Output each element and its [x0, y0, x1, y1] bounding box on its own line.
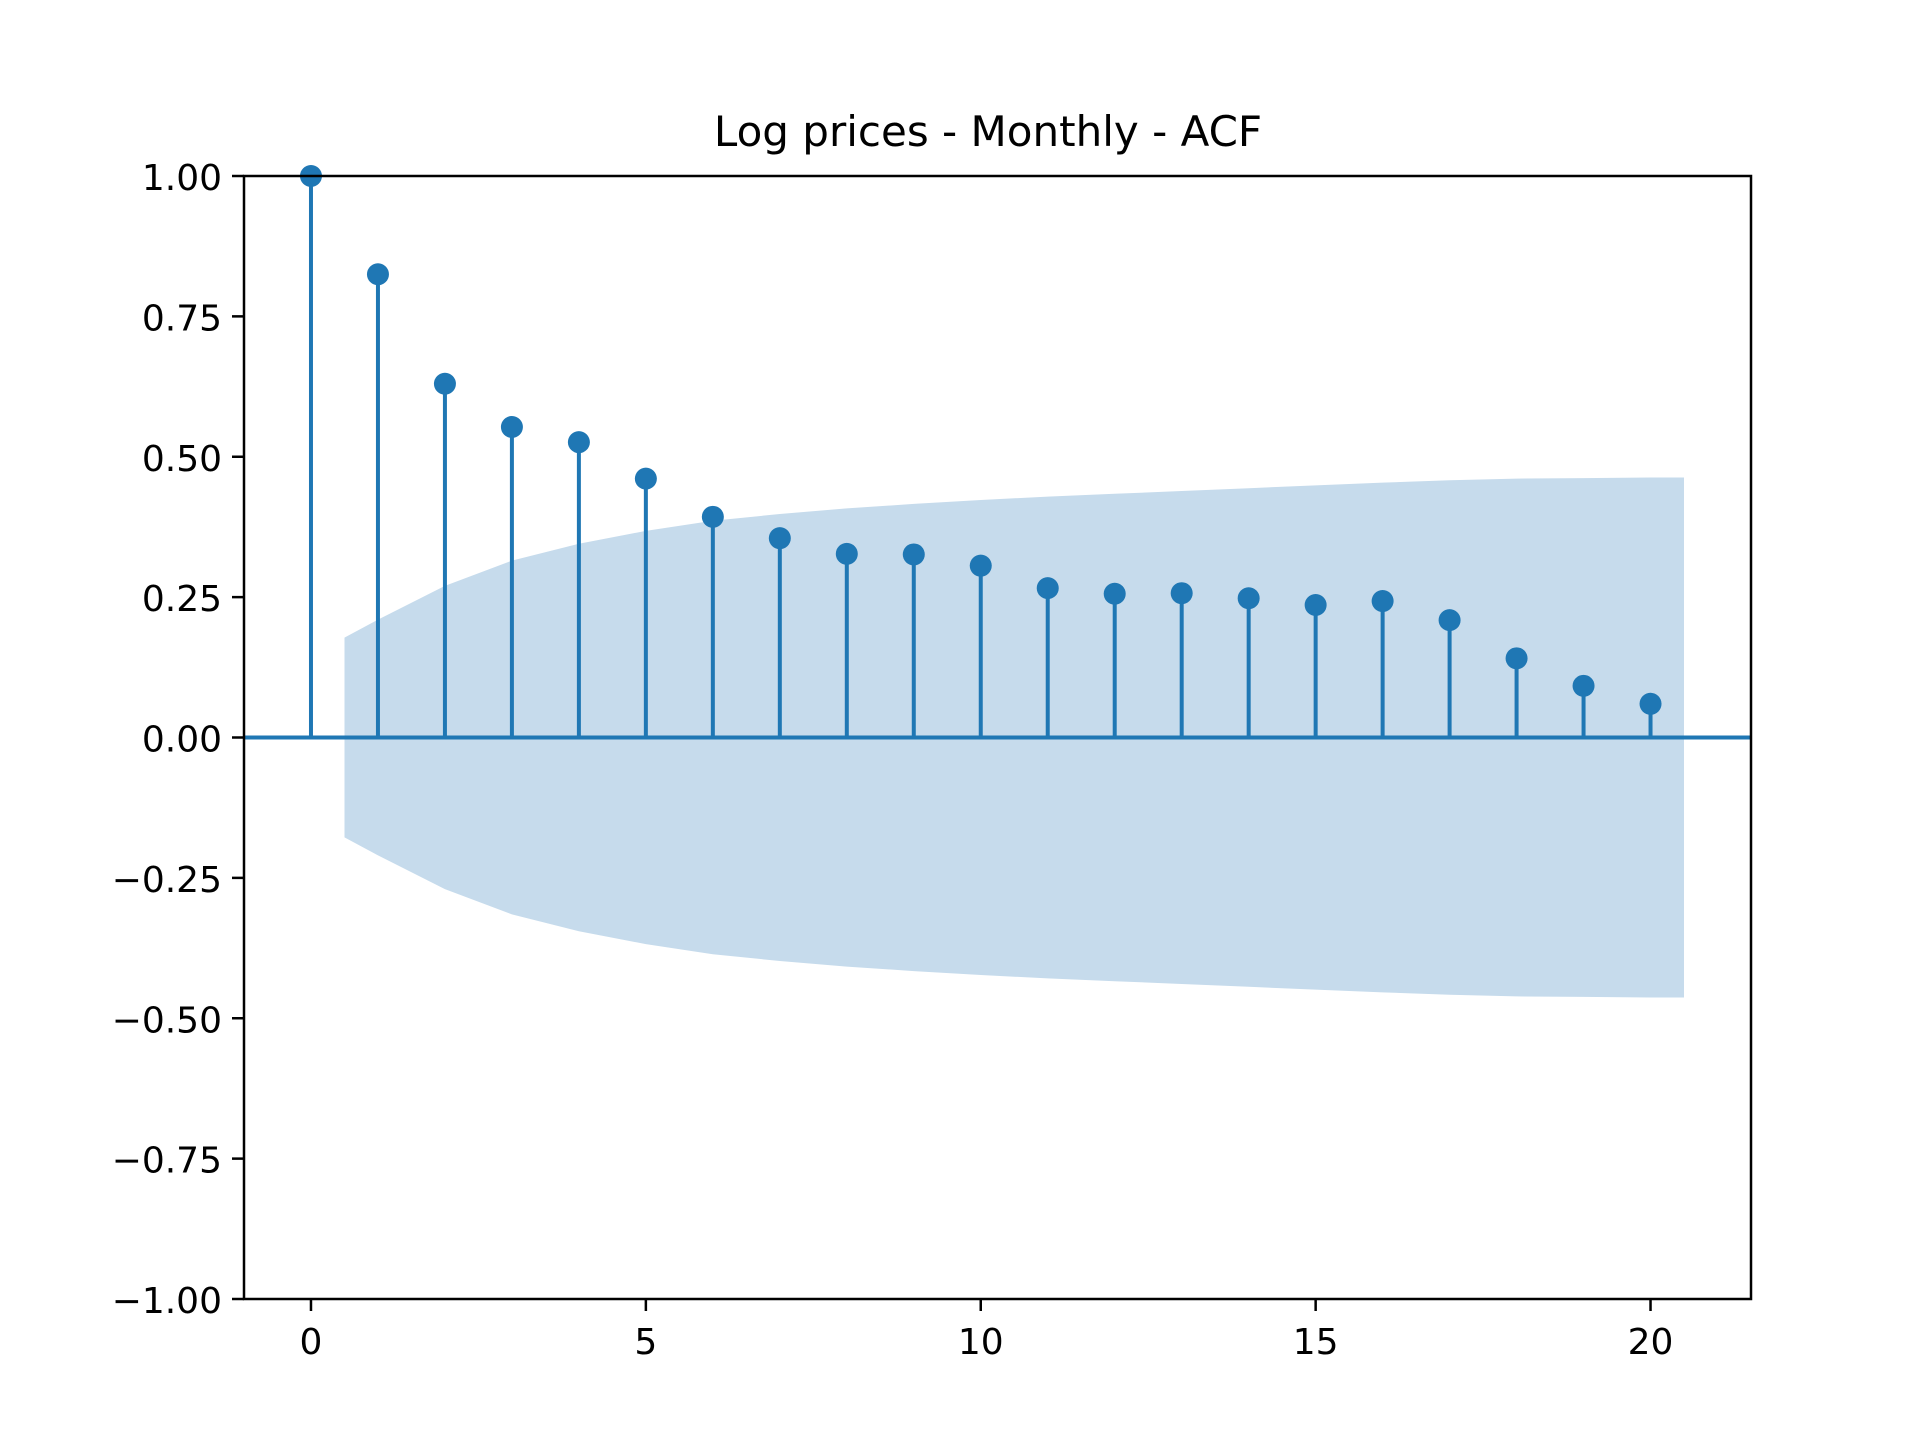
acf-marker-lag-15: [1304, 593, 1327, 616]
acf-marker-lag-8: [835, 542, 858, 565]
y-tick-label: 0.00: [142, 720, 222, 761]
x-tick-label: 15: [1293, 1322, 1339, 1363]
x-tick-label: 0: [300, 1322, 323, 1363]
acf-marker-lag-9: [902, 543, 925, 566]
acf-marker-lag-19: [1572, 674, 1595, 697]
x-tick-label: 10: [958, 1322, 1004, 1363]
x-tick-label: 5: [634, 1322, 657, 1363]
acf-marker-lag-14: [1237, 587, 1260, 610]
axis-layer: 1.00 0.75 0.50 0.25 0.00 −0.25 −0.50 −0.75 −1.00…: [112, 158, 1753, 1363]
x-tick-label: 20: [1628, 1322, 1674, 1363]
y-tick-label: −0.75: [112, 1141, 222, 1182]
acf-marker-lag-4: [567, 431, 590, 454]
stem-layer: [244, 165, 1751, 740]
y-tick-label: 0.75: [142, 298, 222, 339]
acf-marker-lag-20: [1639, 692, 1662, 715]
acf-marker-lag-7: [768, 527, 791, 550]
acf-marker-lag-1: [366, 263, 389, 286]
y-tick-label: 0.25: [142, 579, 222, 620]
acf-marker-lag-6: [701, 505, 724, 528]
acf-marker-lag-12: [1103, 582, 1126, 605]
acf-marker-lag-11: [1036, 577, 1059, 600]
acf-marker-lag-2: [433, 372, 456, 395]
acf-marker-lag-16: [1371, 590, 1394, 613]
y-tick-label: 1.00: [142, 158, 222, 199]
acf-marker-lag-13: [1170, 582, 1193, 605]
acf-marker-lag-10: [969, 554, 992, 577]
acf-marker-lag-5: [634, 467, 657, 490]
acf-marker-lag-3: [500, 415, 523, 438]
chart-title: Log prices - Monthly - ACF: [714, 107, 1262, 156]
y-tick-label: −0.50: [112, 1000, 222, 1041]
y-tick-label: 0.50: [142, 439, 222, 480]
y-tick-label: −1.00: [112, 1281, 222, 1322]
acf-marker-lag-17: [1438, 609, 1461, 632]
acf-marker-lag-18: [1505, 647, 1528, 670]
y-tick-label: −0.25: [112, 860, 222, 901]
